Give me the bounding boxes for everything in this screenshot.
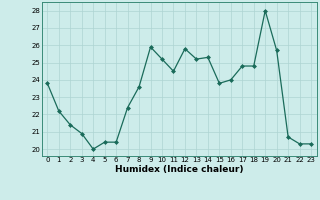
- X-axis label: Humidex (Indice chaleur): Humidex (Indice chaleur): [115, 165, 244, 174]
